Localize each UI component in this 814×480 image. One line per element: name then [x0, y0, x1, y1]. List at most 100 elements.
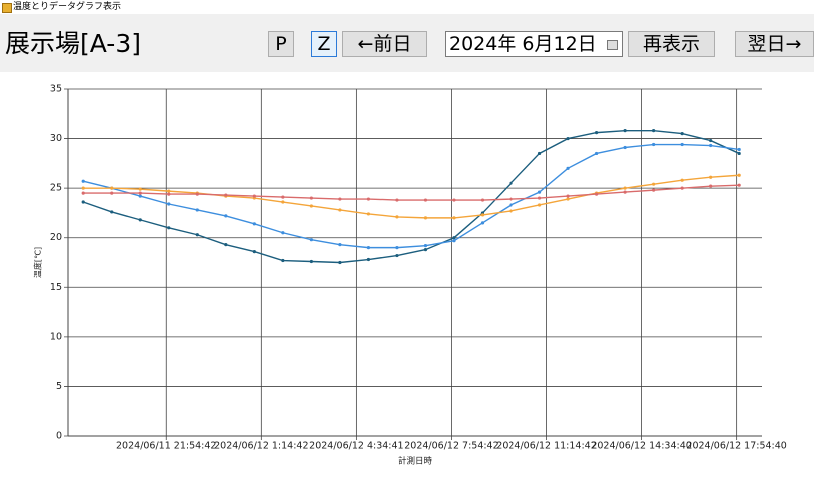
data-point — [566, 194, 570, 198]
z-button[interactable]: Z — [311, 31, 337, 57]
data-point — [309, 259, 313, 264]
data-point — [680, 186, 684, 190]
data-point — [138, 194, 142, 198]
data-point — [594, 131, 599, 135]
data-point — [167, 226, 171, 230]
data-point — [224, 214, 228, 218]
data-point — [423, 216, 428, 220]
x-tick-label: 2024/06/12 11:14:42 — [496, 441, 596, 452]
series-line — [82, 129, 740, 264]
data-point — [709, 175, 713, 179]
data-point — [709, 184, 713, 188]
x-tick-label: 2024/06/11 21:54:42 — [116, 441, 216, 452]
data-point — [566, 136, 570, 141]
data-point — [452, 216, 456, 220]
location-title: 展示場[A-3] — [5, 29, 141, 58]
data-point — [680, 132, 684, 136]
data-point — [537, 203, 542, 207]
data-point — [195, 192, 199, 196]
y-tick-label: 0 — [56, 431, 62, 442]
data-point — [195, 208, 199, 212]
data-point — [110, 186, 114, 190]
x-tick-label: 2024/06/12 4:34:41 — [309, 441, 403, 452]
data-point — [81, 186, 85, 190]
data-point — [652, 188, 656, 192]
x-tick-label: 2024/06/12 14:34:40 — [591, 441, 691, 452]
data-point — [138, 187, 142, 191]
data-point — [138, 191, 142, 195]
data-point — [366, 212, 371, 216]
window-title: 温度とりデータグラフ表示 — [13, 2, 122, 12]
data-point — [652, 129, 656, 133]
series-line — [83, 143, 740, 249]
data-point — [195, 233, 199, 237]
data-point — [680, 142, 684, 147]
data-point — [281, 200, 285, 204]
data-point — [537, 190, 542, 194]
data-point — [110, 191, 114, 195]
data-point — [366, 197, 371, 201]
data-point — [594, 151, 599, 156]
x-tick-label: 2024/06/12 7:54:42 — [404, 441, 498, 452]
data-point — [395, 215, 399, 219]
data-point — [623, 190, 627, 194]
data-point — [709, 143, 713, 148]
refresh-button[interactable]: 再表示 — [628, 31, 715, 57]
data-point — [652, 142, 656, 147]
y-tick-label: 10 — [50, 331, 62, 342]
data-point — [737, 173, 741, 177]
app-icon — [2, 3, 12, 13]
data-point — [167, 189, 171, 193]
data-point — [709, 138, 713, 143]
y-axis-label: 温度[℃] — [33, 247, 43, 278]
data-point — [309, 238, 313, 242]
data-point — [281, 231, 285, 235]
data-point — [252, 222, 256, 226]
data-point — [423, 244, 428, 248]
data-point — [737, 151, 741, 156]
series-line — [83, 174, 740, 219]
data-point — [566, 166, 570, 170]
data-point — [537, 151, 542, 156]
data-point — [366, 246, 371, 250]
data-point — [81, 200, 85, 204]
data-point — [366, 257, 371, 262]
x-tick-label: 2024/06/12 17:54:40 — [686, 441, 786, 452]
data-point — [509, 197, 513, 201]
data-point — [480, 213, 485, 217]
y-tick-label: 5 — [56, 381, 62, 392]
next-day-button[interactable]: 翌日→ — [735, 31, 814, 57]
data-point — [623, 186, 627, 190]
data-point — [281, 258, 285, 263]
data-point — [537, 196, 542, 200]
calendar-icon[interactable] — [607, 40, 618, 50]
data-point — [594, 192, 599, 196]
data-point — [509, 181, 513, 185]
data-point — [138, 218, 142, 222]
x-tick-label: 2024/06/12 1:14:42 — [214, 441, 308, 452]
data-point — [680, 178, 684, 182]
data-point — [167, 202, 171, 206]
data-point — [309, 196, 313, 200]
data-point — [338, 243, 342, 247]
data-point — [423, 248, 428, 252]
series-line — [83, 184, 740, 201]
data-point — [338, 208, 342, 212]
data-point — [623, 129, 627, 133]
p-button[interactable]: P — [268, 31, 294, 57]
prev-day-button[interactable]: ←前日 — [342, 31, 427, 57]
y-tick-label: 25 — [50, 183, 62, 194]
date-text: 2024年 6月12日 — [449, 33, 597, 55]
data-point — [737, 183, 741, 187]
data-point — [252, 194, 256, 198]
data-point — [224, 193, 228, 197]
data-point — [81, 179, 85, 183]
data-point — [423, 198, 428, 202]
date-picker[interactable]: 2024年 6月12日 — [445, 31, 623, 57]
data-point — [395, 198, 399, 202]
data-point — [509, 209, 513, 213]
data-point — [338, 260, 342, 265]
y-tick-label: 35 — [50, 84, 62, 95]
data-point — [224, 243, 228, 247]
x-axis-label: 計測日時 — [398, 456, 433, 467]
